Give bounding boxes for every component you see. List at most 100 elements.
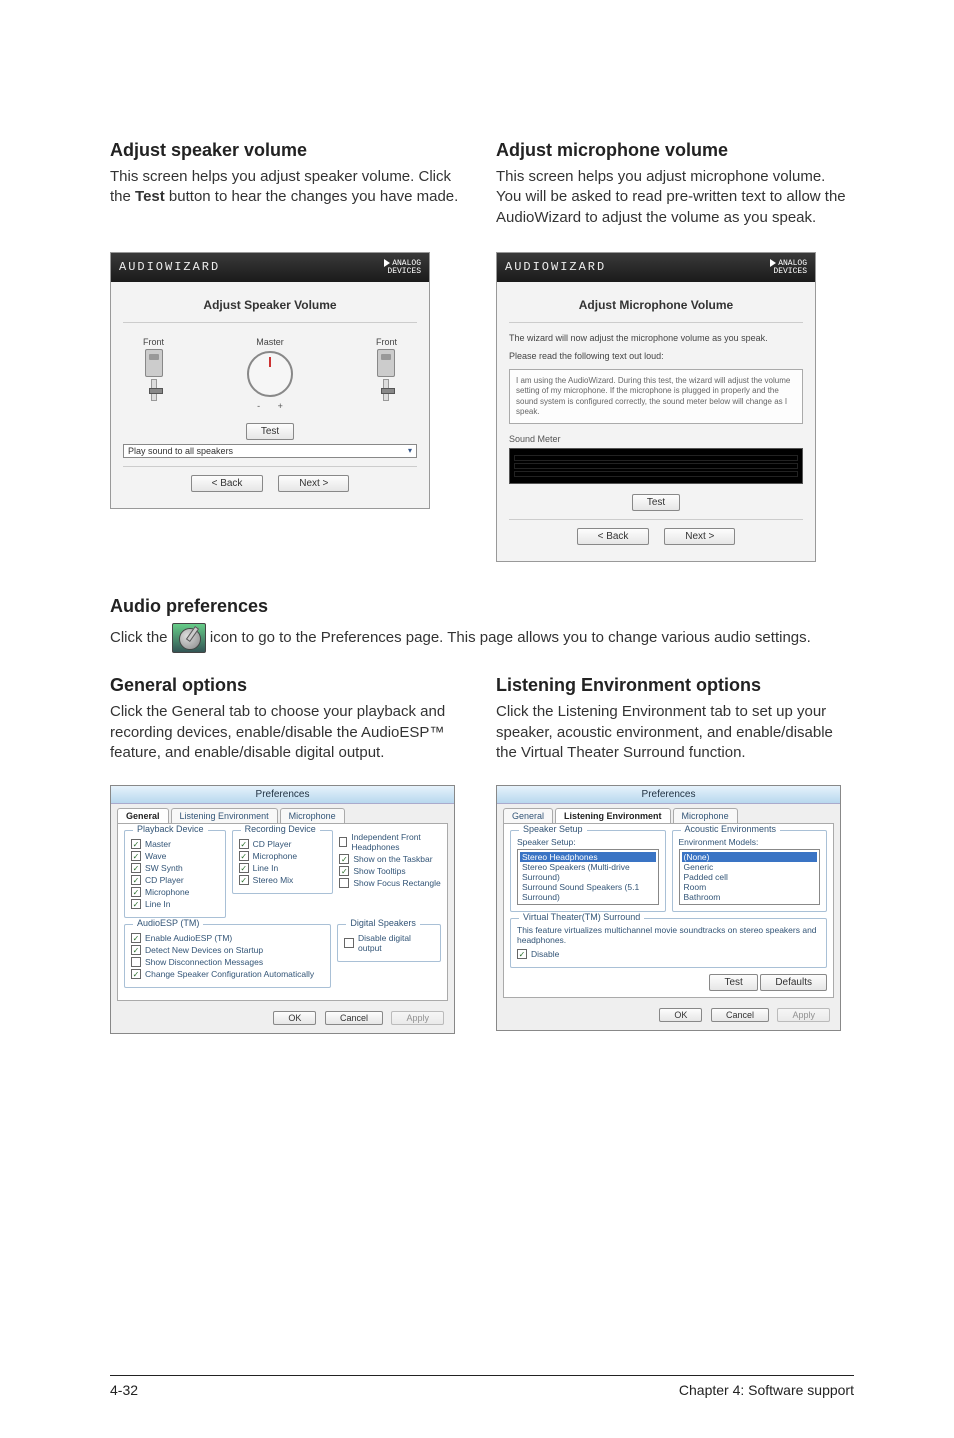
play-target-dropdown[interactable]: Play sound to all speakers ▾ [123,444,417,458]
checkbox[interactable]: ✓ [339,854,349,864]
acoustic-env-list[interactable]: (None) Generic Padded cell Room Bathroom [679,849,821,905]
cancel-button[interactable]: Cancel [325,1011,383,1025]
checkbox[interactable]: ✓ [131,863,141,873]
list-item[interactable]: Padded cell [682,872,818,882]
label-front-left: Front [143,337,164,347]
tab-listening[interactable]: Listening Environment [555,808,671,823]
tab-listening[interactable]: Listening Environment [171,808,278,823]
tab-general[interactable]: General [503,808,553,823]
apply-button[interactable]: Apply [777,1008,830,1022]
text-fragment: icon to go to the Preferences page. This… [210,629,811,646]
heading-listening-env: Listening Environment options [496,675,854,696]
volume-slider-left[interactable] [151,379,157,401]
checkbox[interactable]: ✓ [239,863,249,873]
page-footer: 4-32 Chapter 4: Software support [110,1375,854,1398]
heading-mic-volume: Adjust microphone volume [496,140,854,161]
checkbox[interactable] [131,957,141,967]
checkbox[interactable]: ✓ [131,933,141,943]
next-button[interactable]: Next > [664,528,735,545]
list-item[interactable]: (None) [682,852,818,862]
list-item: Enable AudioESP (TM) [145,933,232,943]
list-item: CD Player [145,875,184,885]
audiowizard-mic-window: AUDIOWIZARD ANALOG DEVICES Adjust Microp… [496,252,816,563]
heading-speaker-volume: Adjust speaker volume [110,140,468,161]
volume-slider-right[interactable] [383,379,389,401]
test-button[interactable]: Test [246,423,294,440]
list-item: Line In [253,863,279,873]
list-item: Show on the Taskbar [353,854,432,864]
list-item: CD Player [253,839,292,849]
tab-microphone[interactable]: Microphone [280,808,345,823]
checkbox[interactable]: ✓ [131,945,141,955]
analog-devices-logo: ANALOG DEVICES [384,259,421,276]
checkbox[interactable]: ✓ [239,875,249,885]
master-knob[interactable] [247,351,293,397]
list-item[interactable]: Bathroom [682,892,818,902]
apply-button[interactable]: Apply [391,1011,444,1025]
list-item[interactable]: Surround Sound Speakers (7.1 Surround) [520,902,656,905]
next-button[interactable]: Next > [278,475,349,492]
list-item: Show Disconnection Messages [145,957,263,967]
ok-button[interactable]: OK [659,1008,702,1022]
checkbox[interactable] [344,938,354,948]
fieldset-label: AudioESP (TM) [133,918,203,928]
checkbox[interactable]: ✓ [131,875,141,885]
fieldset-label: Digital Speakers [346,918,420,928]
wizard-brand: AUDIOWIZARD [119,260,220,274]
wizard-titlebar: AUDIOWIZARD ANALOG DEVICES [497,253,815,282]
text-fragment: DEVICES [773,267,807,276]
checkbox[interactable]: ✓ [339,866,349,876]
checkbox[interactable] [339,837,347,847]
checkbox[interactable]: ✓ [131,839,141,849]
fieldset-speaker-setup: Speaker Setup Speaker Setup: Stereo Head… [510,830,666,912]
checkbox[interactable]: ✓ [131,851,141,861]
back-button[interactable]: < Back [577,528,650,545]
tab-general[interactable]: General [117,808,169,823]
bold-test: Test [135,188,165,205]
list-item[interactable]: Stereo Headphones [520,852,656,862]
test-button[interactable]: Test [632,494,680,511]
back-button[interactable]: < Back [191,475,264,492]
checkbox[interactable]: ✓ [131,887,141,897]
checkbox[interactable]: ✓ [131,969,141,979]
wizard-brand: AUDIOWIZARD [505,260,606,274]
wizard-mic-line1: The wizard will now adjust the microphon… [509,333,803,343]
fieldset-label: Recording Device [241,824,320,834]
checkbox[interactable]: ✓ [239,839,249,849]
checkbox[interactable]: ✓ [239,851,249,861]
caption: Environment Models: [679,837,821,847]
ok-button[interactable]: OK [273,1011,316,1025]
list-item: Line In [145,899,171,909]
sound-meter-bars [509,448,803,484]
checkbox[interactable] [339,878,349,888]
caption: Speaker Setup: [517,837,659,847]
chevron-down-icon: ▾ [408,446,412,455]
defaults-button[interactable]: Defaults [760,974,827,991]
list-item: Microphone [145,887,189,897]
fieldset-acoustic-env: Acoustic Environments Environment Models… [672,830,828,912]
speaker-setup-list[interactable]: Stereo Headphones Stereo Speakers (Multi… [517,849,659,905]
fieldset-digital: Digital Speakers Disable digital output [337,924,441,962]
text-fragment: DEVICES [387,267,421,276]
wizard-mic-line2: Please read the following text out loud: [509,351,803,361]
fieldset-label: Acoustic Environments [681,824,781,834]
fieldset-recording: Recording Device ✓CD Player ✓Microphone … [232,830,334,894]
tab-microphone[interactable]: Microphone [673,808,738,823]
checkbox[interactable]: ✓ [131,899,141,909]
preferences-title: Preferences [497,786,840,804]
list-item: Master [145,839,171,849]
test-button[interactable]: Test [709,974,757,991]
text-fragment: button to hear the changes you have made… [165,188,459,205]
list-item: Stereo Mix [253,875,294,885]
preferences-general-window: Preferences General Listening Environmen… [110,785,455,1034]
preferences-icon[interactable] [172,623,206,653]
list-item[interactable]: Room [682,882,818,892]
cancel-button[interactable]: Cancel [711,1008,769,1022]
checkbox[interactable]: ✓ [517,949,527,959]
audiowizard-speaker-window: AUDIOWIZARD ANALOG DEVICES Adjust Speake… [110,252,430,509]
knob-scale: - + [164,401,376,411]
list-item[interactable]: Surround Sound Speakers (5.1 Surround) [520,882,656,902]
list-item[interactable]: Generic [682,862,818,872]
front-right-speaker: Front [376,337,397,401]
list-item[interactable]: Stereo Speakers (Multi-drive Surround) [520,862,656,882]
